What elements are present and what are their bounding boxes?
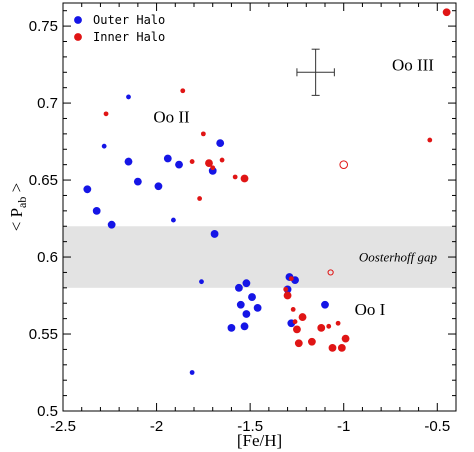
inner-halo-point xyxy=(335,320,341,326)
inner-halo-point xyxy=(308,337,316,346)
inner-halo-point xyxy=(180,88,186,94)
inner-halo-point xyxy=(290,306,296,312)
inner-halo-point xyxy=(292,319,298,325)
oosterhoff-gap-band xyxy=(63,226,456,288)
x-tick-label: -0.5 xyxy=(424,418,450,435)
y-axis-title-main: < P xyxy=(7,208,26,231)
outer-halo-point xyxy=(248,293,256,301)
inner-halo-point xyxy=(337,343,346,352)
inner-halo-point xyxy=(240,174,249,183)
outer-halo-point xyxy=(92,206,101,215)
inner-halo-point xyxy=(205,159,213,168)
outer-halo-point xyxy=(154,182,163,191)
outer-halo-point xyxy=(171,217,176,223)
inner-halo-point xyxy=(200,131,206,137)
x-tick-label: -1 xyxy=(337,418,350,435)
inner-halo-point xyxy=(326,323,332,329)
open-circle-point xyxy=(327,269,334,276)
legend-marker xyxy=(74,33,82,41)
y-axis-title-sub: ab xyxy=(15,197,29,208)
inner-halo-point xyxy=(219,157,225,163)
outer-halo-point xyxy=(216,139,225,148)
outer-halo-point xyxy=(253,303,262,312)
inner-halo-point xyxy=(210,165,216,171)
y-axis-title: < Pab > xyxy=(7,183,29,231)
inner-halo-point xyxy=(288,276,294,281)
legend-entry: Outer Halo xyxy=(93,13,165,27)
outer-halo-point xyxy=(107,220,116,229)
outer-halo-point xyxy=(126,94,131,100)
outer-halo-point xyxy=(210,230,219,238)
y-tick-label: 0.6 xyxy=(37,249,58,266)
inner-halo-point xyxy=(189,159,195,164)
outer-halo-point xyxy=(175,160,183,169)
inner-halo-point xyxy=(341,334,350,343)
inner-halo-point xyxy=(442,8,451,17)
legend-entry: Inner Halo xyxy=(93,30,165,44)
y-tick-label: 0.5 xyxy=(37,403,58,420)
inner-halo-point xyxy=(298,313,307,321)
outer-halo-point xyxy=(240,322,249,331)
outer-halo-point xyxy=(321,300,329,309)
inner-halo-point xyxy=(328,343,337,352)
inner-halo-point xyxy=(197,196,203,201)
y-tick-label: 0.7 xyxy=(37,95,58,112)
gap-band-label: Oosterhoff gap xyxy=(359,250,438,265)
y-tick-label: 0.65 xyxy=(29,172,58,189)
x-axis-title: [Fe/H] xyxy=(237,431,282,450)
inner-halo-point xyxy=(283,291,292,300)
outer-halo-point xyxy=(124,157,133,166)
inner-halo-point xyxy=(283,286,289,292)
legend-marker xyxy=(74,16,82,24)
x-tick-label: -2 xyxy=(150,418,163,435)
region-label: Oo II xyxy=(153,107,190,126)
outer-halo-point xyxy=(83,185,92,194)
outer-halo-point xyxy=(235,283,243,292)
inner-halo-point xyxy=(103,111,109,117)
inner-halo-point xyxy=(427,137,433,143)
x-tick-label: -2.5 xyxy=(50,418,76,435)
inner-halo-point xyxy=(232,174,238,180)
y-tick-label: 0.55 xyxy=(29,326,58,343)
plot-frame xyxy=(62,2,457,412)
x-tick-label: -1.5 xyxy=(237,418,263,435)
outer-halo-point xyxy=(163,154,172,163)
outer-halo-point xyxy=(133,177,142,186)
outer-halo-point xyxy=(199,279,204,285)
y-tick-label: 0.75 xyxy=(29,18,58,35)
outer-halo-point xyxy=(101,143,107,149)
region-label: Oo I xyxy=(355,300,386,319)
inner-halo-point xyxy=(294,339,303,348)
inner-halo-point xyxy=(293,325,301,334)
outer-halo-point xyxy=(236,300,245,309)
region-label: Oo III xyxy=(392,56,434,75)
outer-halo-point xyxy=(227,323,236,332)
inner-halo-point xyxy=(317,323,326,332)
outer-halo-point xyxy=(242,310,251,318)
outer-halo-point xyxy=(189,370,195,375)
open-circle-point xyxy=(339,160,349,169)
y-axis-title-close: > xyxy=(7,183,26,197)
outer-halo-point xyxy=(242,279,251,288)
